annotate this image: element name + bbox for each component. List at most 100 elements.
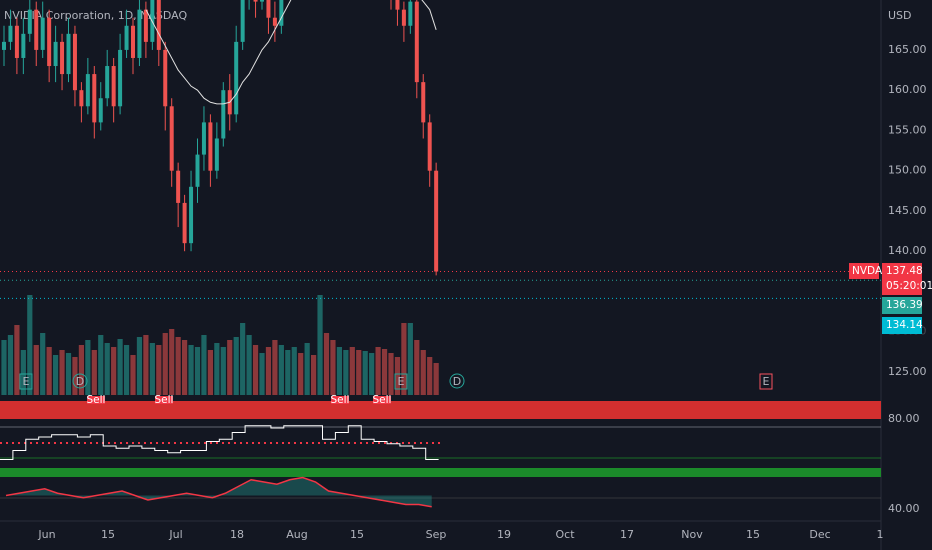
volume-bar [169, 329, 175, 395]
x-tick-label: 15 [350, 528, 364, 541]
moving-average [145, 0, 437, 105]
signal-tag [87, 396, 105, 404]
volume-bar [46, 347, 52, 395]
volume-bar [349, 347, 355, 395]
candle-body [131, 25, 135, 58]
candle-body [60, 41, 65, 75]
volume-bar [311, 355, 317, 395]
candle-body [111, 66, 116, 107]
volume-bar [278, 345, 284, 395]
candle-body [221, 90, 226, 139]
volume-bar [336, 347, 342, 395]
volume-bar [420, 350, 426, 395]
candle-body [421, 82, 426, 123]
candle-body [105, 66, 110, 99]
volume-bar [91, 350, 97, 395]
candle-body [124, 25, 129, 50]
volume-bar [14, 325, 20, 395]
candle-body [8, 25, 13, 42]
price-tag [882, 263, 922, 295]
volume-bar [323, 333, 330, 395]
y-tick-label: 150.00 [888, 164, 927, 177]
candle-body [176, 170, 181, 203]
x-tick-label: 15 [101, 528, 115, 541]
sell-zone [0, 401, 881, 419]
candle-body [163, 49, 168, 107]
volume-bar [33, 345, 39, 395]
volume-bar [375, 347, 381, 395]
x-tick-label: 17 [620, 528, 634, 541]
volume-bar [40, 333, 46, 395]
candle-body [14, 25, 19, 58]
candle-body [395, 0, 400, 10]
volume-bar [188, 345, 194, 395]
volume-bar [381, 349, 388, 395]
candle-body [189, 186, 194, 244]
volume-bar [143, 335, 149, 395]
candle-body [208, 122, 213, 171]
volume-bar [182, 340, 188, 395]
volume-bar [194, 347, 201, 395]
currency: USD [888, 9, 912, 22]
volume-bar [1, 340, 7, 395]
x-tick-label: 1 [877, 528, 884, 541]
candle-body [118, 49, 123, 107]
volume-bar [130, 355, 136, 395]
volume-bar [156, 345, 162, 395]
volume-bar [427, 357, 433, 395]
volume-bar [220, 347, 226, 395]
volume-bar [98, 335, 104, 395]
y-tick-label: 125.00 [888, 365, 927, 378]
candle-body [21, 33, 26, 58]
candle-body [182, 202, 187, 244]
volume-bar [162, 333, 168, 395]
x-tick-label: Nov [681, 528, 703, 541]
volume-bar [53, 355, 59, 395]
volume-bar [401, 323, 407, 395]
volume-bar [78, 345, 84, 395]
event-label: E [23, 375, 30, 388]
price-tag [882, 317, 922, 334]
volume-bar [149, 343, 155, 395]
signal-tag [155, 396, 173, 404]
volume-bar [201, 335, 207, 395]
price-tag-label: 137.48 [886, 265, 923, 277]
signal-label: Sell [87, 394, 106, 406]
candle-body [156, 0, 161, 50]
event-marker [759, 373, 773, 390]
signal-label: Sell [373, 394, 392, 406]
volume-bar [233, 337, 239, 395]
candle-body [234, 41, 239, 115]
volume-bar [388, 353, 394, 395]
candle-body [85, 74, 90, 107]
candle-body [260, 0, 264, 2]
x-tick-label: Oct [555, 528, 575, 541]
candle-body [34, 9, 39, 50]
y-tick-label: 160.00 [888, 83, 927, 96]
x-tick-label: Aug [286, 528, 307, 541]
volume-bar [7, 335, 14, 395]
candle-body [53, 41, 58, 67]
volume-bar [259, 353, 265, 395]
signal-tag [331, 396, 349, 404]
volume-bar [317, 295, 323, 395]
volume-bar [407, 323, 413, 395]
candle-body [47, 17, 52, 67]
event-label: E [398, 375, 405, 388]
volume-bar [123, 345, 130, 395]
volume-bar [175, 337, 181, 395]
volume-bar [285, 350, 291, 395]
volume-bar [356, 350, 362, 395]
candle-body [279, 0, 284, 26]
volume-bar [59, 350, 65, 395]
volume-bar [136, 337, 143, 395]
candle-body [253, 0, 258, 2]
event-marker [394, 373, 408, 390]
price-tag-label: 136.39 [886, 299, 923, 311]
signal-tag [373, 396, 391, 404]
volume-bar [369, 353, 375, 395]
price-tag-label: 134.14 [886, 319, 923, 331]
candle-body [27, 9, 32, 34]
volume-bar [104, 343, 110, 395]
